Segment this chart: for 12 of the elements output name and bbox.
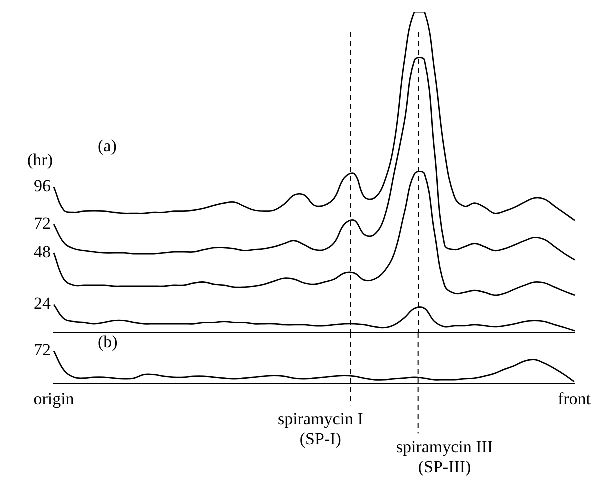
series-label: 72 — [34, 214, 51, 233]
x-tick-label: front — [558, 389, 592, 408]
text: spiramycin III (SP-III) — [396, 438, 494, 477]
chart-title: (b) — [98, 332, 118, 352]
text: spiramycin I (SP-I) — [278, 410, 364, 449]
text: (a) — [98, 136, 117, 156]
series-label: 72 — [34, 340, 51, 360]
x-tick-label: origin — [34, 389, 75, 408]
series-label: 24 — [34, 294, 52, 314]
legend-title: (hr) — [28, 150, 53, 170]
series-label: 48 — [34, 242, 51, 262]
series-label: 96 — [34, 176, 51, 196]
